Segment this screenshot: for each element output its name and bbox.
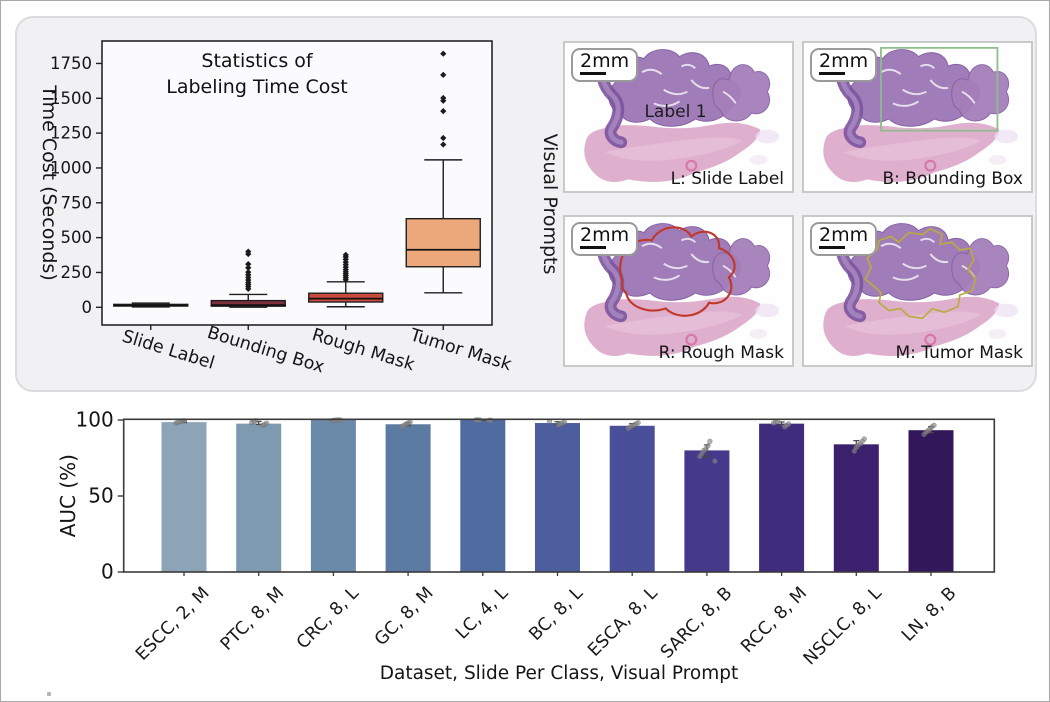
svg-text:1250: 1250 — [50, 124, 92, 143]
visual-prompts-panel: 0 250 500 750 1000 1250 1500 1750 Statistics of L… — [15, 16, 1037, 392]
tissue-panel-slide-label: Label 1 2mm L: Slide Label — [563, 41, 794, 193]
svg-text:ESCC, 2, M: ESCC, 2, M — [132, 583, 213, 664]
svg-text:NSCLC, 8, L: NSCLC, 8, L — [800, 583, 886, 669]
panel-caption: B: Bounding Box — [882, 169, 1024, 189]
svg-text:250: 250 — [61, 263, 93, 282]
svg-text:500: 500 — [61, 228, 93, 247]
svg-text:50: 50 — [88, 484, 113, 508]
label-1-text: Label 1 — [644, 102, 707, 123]
tissue-panel-bounding-box: 2mm B: Bounding Box — [802, 41, 1033, 193]
scale-line — [580, 246, 606, 249]
svg-text:SARC, 8, B: SARC, 8, B — [657, 583, 736, 662]
tumor-mask-outline — [864, 227, 977, 320]
scale-line — [819, 246, 845, 249]
svg-text:ESCA, 8, L: ESCA, 8, L — [584, 583, 662, 661]
svg-text:100: 100 — [76, 408, 114, 432]
svg-text:Labeling Time Cost: Labeling Time Cost — [166, 76, 347, 98]
artifact-dot — [47, 692, 51, 696]
svg-text:Tumor Mask: Tumor Mask — [407, 325, 515, 375]
tissue-grid: Label 1 2mm L: Slide Label 2mm B: Boundi… — [563, 41, 1033, 367]
scale-line — [819, 72, 845, 75]
svg-text:Statistics of: Statistics of — [201, 50, 314, 72]
scale-line — [580, 72, 606, 75]
svg-text:Slide Label: Slide Label — [120, 327, 217, 374]
svg-text:BC, 8, L: BC, 8, L — [525, 583, 587, 645]
tissue-image — [804, 217, 1031, 365]
panel-caption: M: Tumor Mask — [895, 343, 1023, 363]
svg-text:1500: 1500 — [50, 89, 92, 108]
svg-text:RCC, 8, M: RCC, 8, M — [737, 583, 811, 657]
svg-text:PTC, 8, M: PTC, 8, M — [217, 583, 288, 654]
bar-chart: ESCC, 2, M PTC, 8, M CRC, 8, L GC, 8, M LC, … — [56, 408, 996, 684]
tissue-panel-tumor-mask: 2mm M: Tumor Mask — [802, 215, 1033, 367]
svg-text:CRC, 8, L: CRC, 8, L — [293, 583, 363, 653]
svg-text:1750: 1750 — [50, 54, 92, 73]
svg-text:1000: 1000 — [50, 158, 92, 177]
scale-bar: 2mm — [571, 222, 639, 256]
scale-bar: 2mm — [571, 48, 639, 82]
svg-text:LN, 8, B: LN, 8, B — [898, 583, 960, 645]
scale-text: 2mm — [819, 224, 869, 246]
svg-text:750: 750 — [61, 193, 93, 212]
rough-mask-outline — [619, 226, 736, 317]
svg-text:Dataset, Slide Per Class, Visu: Dataset, Slide Per Class, Visual Prompt — [380, 663, 739, 684]
svg-text:Time Cost (Seconds): Time Cost (Seconds) — [38, 84, 60, 280]
svg-text:Rough Mask: Rough Mask — [310, 325, 418, 375]
visual-prompts-label: Visual Prompts — [539, 133, 561, 275]
svg-text:GC, 8, M: GC, 8, M — [371, 583, 438, 650]
svg-text:Bounding Box: Bounding Box — [205, 323, 327, 378]
panel-caption: R: Rough Mask — [658, 343, 784, 363]
tissue-image — [804, 43, 1031, 191]
scale-bar: 2mm — [810, 222, 878, 256]
boxplot-chart: 0 250 500 750 1000 1250 1500 1750 Statistics of L… — [38, 40, 515, 378]
bounding-box-overlay — [880, 46, 999, 132]
svg-text:0: 0 — [101, 560, 114, 584]
scale-bar: 2mm — [810, 48, 878, 82]
tissue-panel-rough-mask: 2mm R: Rough Mask — [563, 215, 794, 367]
svg-text:0: 0 — [82, 298, 93, 317]
panel-caption: L: Slide Label — [670, 169, 784, 189]
svg-text:AUC (%): AUC (%) — [56, 454, 80, 537]
scale-text: 2mm — [580, 224, 630, 246]
scale-text: 2mm — [819, 50, 869, 72]
svg-text:LC, 4, L: LC, 4, L — [452, 583, 512, 643]
scale-text: 2mm — [580, 50, 630, 72]
tissue-image — [565, 217, 792, 365]
